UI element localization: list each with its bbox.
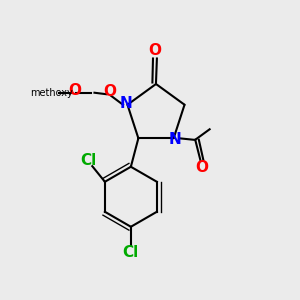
Text: O: O [195, 160, 208, 175]
Text: methoxy: methoxy [31, 88, 73, 98]
Text: O: O [68, 83, 82, 98]
Text: Cl: Cl [123, 245, 139, 260]
Text: O: O [148, 43, 161, 58]
Text: N: N [120, 96, 132, 111]
Text: O: O [103, 84, 116, 99]
Text: Cl: Cl [80, 153, 97, 168]
Text: N: N [169, 132, 182, 147]
